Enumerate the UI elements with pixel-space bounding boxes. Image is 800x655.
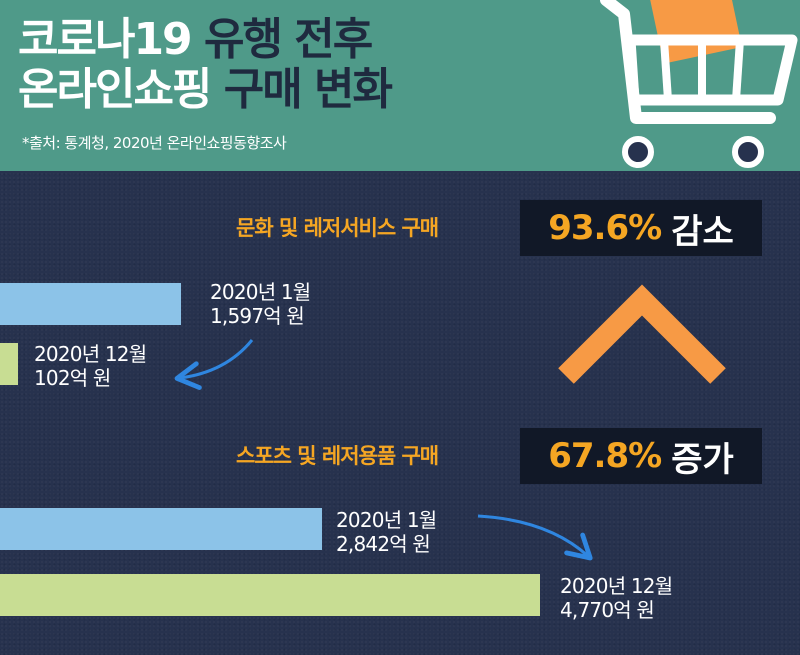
value-sports-dec: 4,770억 원 <box>560 598 655 622</box>
title-line-1: 코로나19 유행 전후 <box>18 14 373 66</box>
bar-sports-jan <box>0 508 322 550</box>
title-line-2: 온라인쇼핑 구매 변화 <box>18 64 393 116</box>
category-label-culture: 문화 및 레저서비스 구매 <box>236 216 439 240</box>
title-purchase-change: 구매 변화 <box>223 64 393 115</box>
change-badge-culture: 93.6% 감소 <box>520 200 762 256</box>
value-culture-dec: 102억 원 <box>34 366 111 390</box>
category-label-sports: 스포츠 및 레저용품 구매 <box>236 444 439 468</box>
value-culture-jan: 1,597억 원 <box>210 304 305 328</box>
title-covid: 코로나19 <box>18 14 193 65</box>
bar-label-sports-dec: 2020년 12월 4,770억 원 <box>560 574 673 622</box>
period-sports-jan: 2020년 1월 <box>336 508 437 532</box>
change-badge-sports: 67.8% 증가 <box>520 428 762 484</box>
change-word-culture: 감소 <box>671 211 734 252</box>
change-value-culture: 93.6% <box>548 208 662 248</box>
source-note: *출처: 통계청, 2020년 온라인쇼핑동향조사 <box>22 134 287 152</box>
decrease-arrow-icon <box>174 339 254 390</box>
bar-culture-jan <box>0 283 181 325</box>
period-culture-jan: 2020년 1월 <box>210 280 311 304</box>
period-sports-dec: 2020년 12월 <box>560 574 673 598</box>
bar-sports-dec <box>0 574 540 616</box>
shopping-cart-icon <box>600 0 798 168</box>
header: 코로나19 유행 전후 온라인쇼핑 구매 변화 *출처: 통계청, 2020년 … <box>0 0 800 171</box>
change-word-sports: 증가 <box>671 439 734 480</box>
bar-label-culture-jan: 2020년 1월 1,597억 원 <box>210 280 311 328</box>
change-value-sports: 67.8% <box>548 436 662 476</box>
increase-arrow-icon <box>477 514 593 561</box>
value-sports-jan: 2,842억 원 <box>336 532 431 556</box>
bar-label-sports-jan: 2020년 1월 2,842억 원 <box>336 508 437 556</box>
bar-label-culture-dec: 2020년 12월 102억 원 <box>34 342 147 390</box>
period-culture-dec: 2020년 12월 <box>34 342 147 366</box>
bar-culture-dec <box>0 343 18 385</box>
title-before-after: 유행 전후 <box>204 14 373 65</box>
chevron-up-icon <box>558 284 726 384</box>
title-online-shopping: 온라인쇼핑 <box>18 64 212 115</box>
